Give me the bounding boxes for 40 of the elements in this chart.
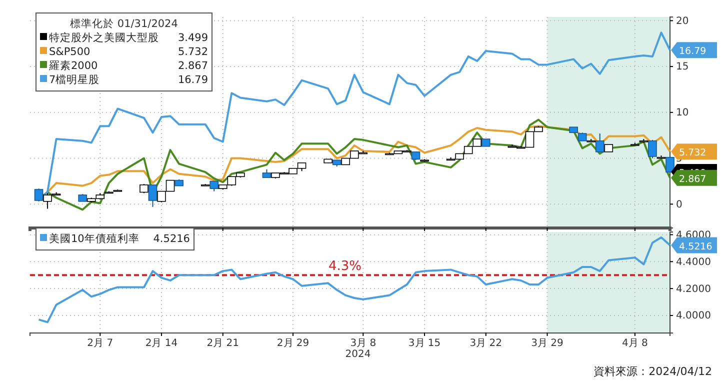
x-tick-label: 2月 29 <box>276 338 310 350</box>
legend-label: 7檔明星股 <box>49 74 100 86</box>
data-label: 4.5216 <box>679 241 712 252</box>
source-note: 資料來源：2024/04/12 <box>594 365 712 378</box>
x-tick-label: 4月 8 <box>622 338 648 350</box>
candlestick <box>595 133 604 152</box>
legend-label: 羅素2000 <box>49 59 98 72</box>
y-tick-label: 20 <box>676 16 689 27</box>
data-label: 2.867 <box>679 174 706 185</box>
x-tick-label: 3月 8 <box>350 338 376 350</box>
y-tick-label: 0 <box>676 199 682 210</box>
x-tick-label: 3月 15 <box>408 338 441 350</box>
ref-line-label: 4.3% <box>328 259 362 274</box>
x-tick-label: 2月 21 <box>206 338 240 350</box>
text: 16.79 <box>178 74 208 86</box>
candlestick <box>34 188 44 202</box>
x-tick-label: 2月 14 <box>145 338 178 350</box>
x-axis-title: 2024 <box>345 349 371 360</box>
legend-title: 標準化於 01/31/2024 <box>70 17 178 30</box>
candlestick <box>210 180 219 192</box>
y-tick-label: 4.4000 <box>676 256 711 268</box>
x-tick-label: 3月 22 <box>470 338 502 350</box>
candlestick <box>148 184 158 208</box>
y-tick-label: 4.0000 <box>676 310 711 322</box>
y-tick-label: 10 <box>676 108 689 119</box>
data-label: 16.79 <box>679 46 706 58</box>
text: 3.499 <box>178 32 208 44</box>
text: 4.5216 <box>153 233 190 245</box>
x-tick-label: 3月 29 <box>531 338 564 350</box>
x-tick-label: 2月 7 <box>87 338 114 350</box>
legend-label: S&P500 <box>49 46 90 58</box>
candlestick <box>140 183 148 194</box>
text: 5.732 <box>178 46 208 58</box>
y-tick-label: 15 <box>676 62 689 73</box>
legend-label: 美國10年債殖利率 <box>49 232 140 245</box>
text: 2.867 <box>178 60 208 72</box>
data-label: 5.732 <box>679 148 706 159</box>
y-tick-label: 4.2000 <box>676 284 711 295</box>
candlestick <box>648 139 657 159</box>
legend-label: 特定股外之美國大型股 <box>49 31 159 44</box>
